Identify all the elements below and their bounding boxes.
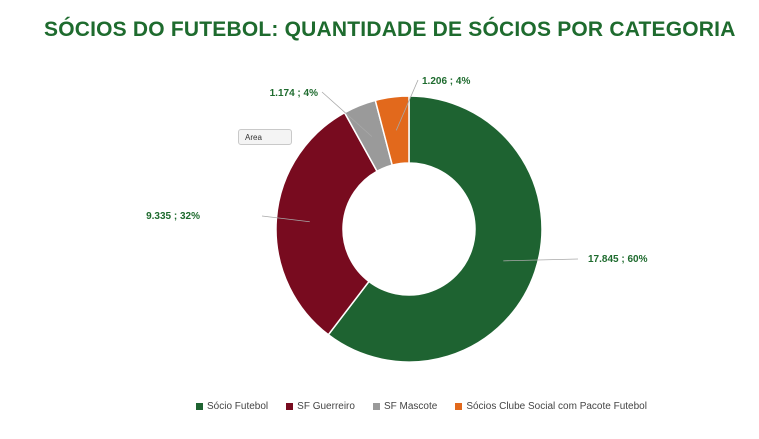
- data-label: 1.206 ; 4%: [422, 76, 470, 87]
- legend-swatch: [196, 403, 203, 410]
- legend-item: SF Guerreiro: [286, 401, 355, 412]
- legend-swatch: [455, 403, 463, 410]
- slice-s-cio-futebol[interactable]: [327, 95, 543, 363]
- data-label: 9.335 ; 32%: [146, 211, 200, 222]
- chart-legend: Sócio Futebol SF Guerreiro SF Mascote Sócio…: [196, 401, 647, 412]
- leader-line: [261, 215, 310, 223]
- legend-swatch: [372, 403, 380, 410]
- legend-swatch: [286, 403, 294, 410]
- legend-label: Sócios Clube Social com Pacote Futebol: [466, 401, 647, 412]
- slice-sf-guerreiro[interactable]: [275, 111, 379, 336]
- data-label: 17.845 ; 60%: [588, 254, 648, 265]
- legend-label: SF Mascote: [383, 401, 438, 412]
- legend-item: Sócio Futebol: [196, 401, 268, 412]
- legend-item: Sócios Clube Social com Pacote Futebol: [455, 401, 647, 412]
- legend-label: SF Guerreiro: [297, 401, 355, 412]
- legend-label: Sócio Futebol: [207, 401, 269, 412]
- data-label: 1.174 ; 4%: [270, 88, 318, 99]
- leader-line: [395, 79, 419, 131]
- leader-line: [321, 91, 373, 137]
- area-tooltip: Area: [238, 129, 292, 145]
- legend-item: SF Mascote: [372, 401, 438, 412]
- leader-line: [503, 258, 579, 262]
- slice-s-cios-clube-social-com-pacote-futebol[interactable]: [374, 95, 410, 167]
- chart-title: SÓCIOS DO FUTEBOL: QUANTIDADE DE SÓCIOS …: [44, 18, 736, 41]
